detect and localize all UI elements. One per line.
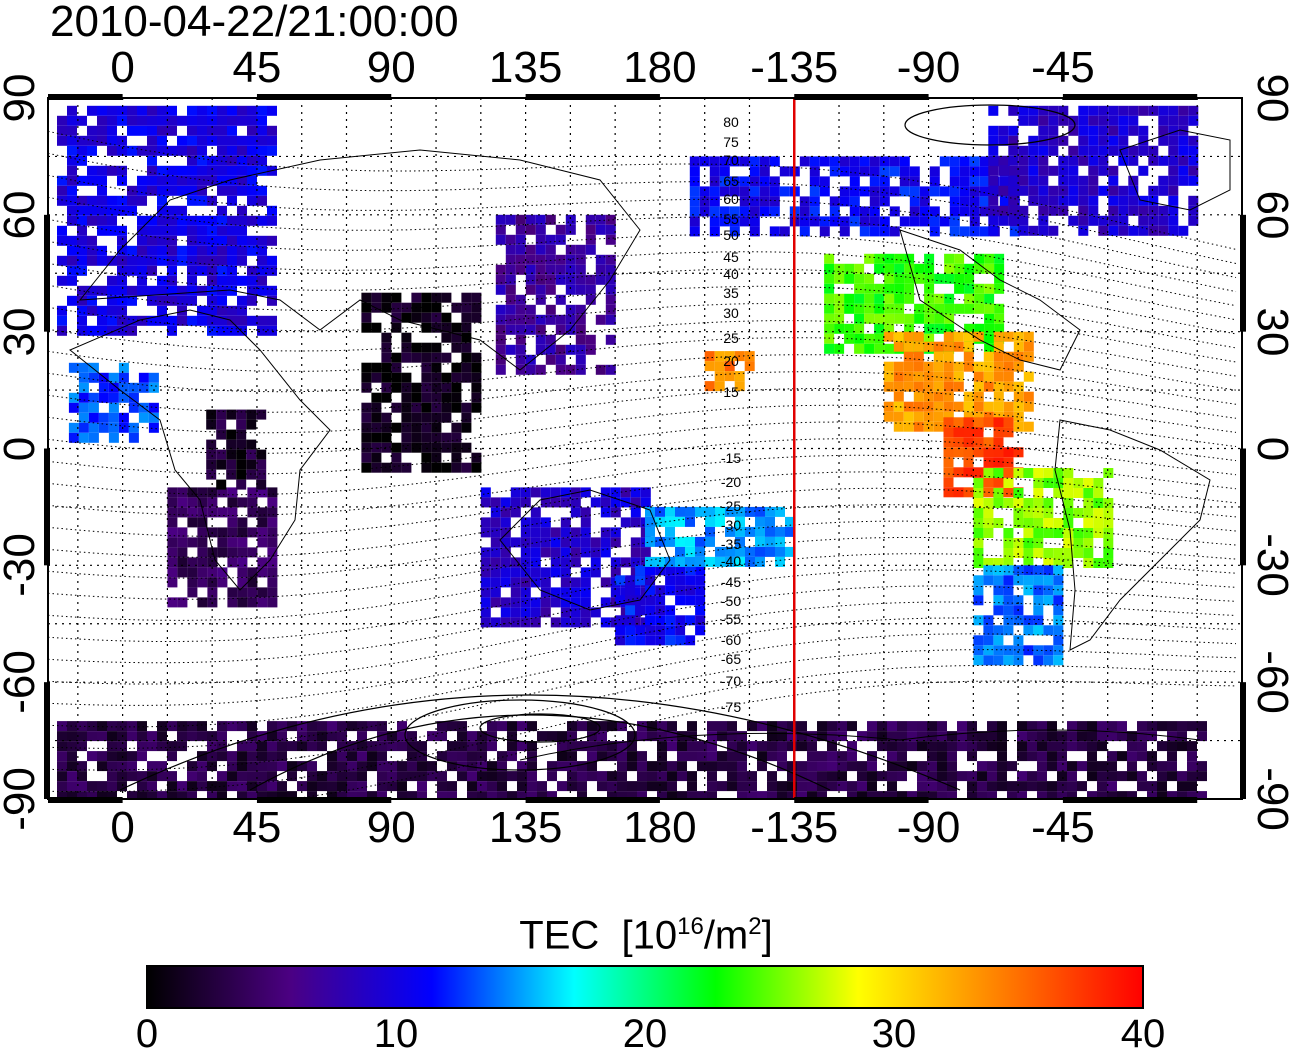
- contour-label: 80: [723, 114, 739, 130]
- tec-region-africa-south: [167, 487, 278, 608]
- colorbar-title: TEC [1016/m2]: [0, 905, 1292, 957]
- contour-label: 75: [723, 134, 739, 150]
- contour-label: -45: [721, 574, 741, 590]
- top-lon-label: 45: [232, 43, 282, 92]
- left-lat-label: -90: [0, 767, 44, 831]
- bottom-lon-label: 0: [110, 803, 135, 852]
- grid-lines: [48, 98, 1242, 799]
- coastlines: [69, 129, 1231, 761]
- colorbar-title-text: TEC: [519, 913, 600, 958]
- right-lat-label: -60: [1248, 650, 1292, 714]
- tec-region-africa-east: [206, 409, 267, 490]
- tec-region-brazil: [973, 468, 1114, 568]
- unit-prefix: [10: [621, 913, 678, 958]
- contour-label: -25: [721, 498, 741, 514]
- contour-label: -70: [721, 673, 741, 689]
- unit-exp2: 2: [748, 913, 762, 940]
- tec-region-new-zealand: [615, 565, 706, 646]
- right-lat-label: -30: [1248, 533, 1292, 598]
- contour-label: -20: [721, 474, 741, 490]
- top-lon-label: 180: [623, 43, 697, 92]
- tec-region-west-africa: [68, 362, 159, 443]
- tec-region-europe: [57, 105, 277, 336]
- contour-label: -50: [721, 593, 741, 609]
- colorbar-tick-label: 0: [135, 1012, 159, 1056]
- bottom-lon-label: 135: [488, 803, 563, 852]
- left-lat-label: 90: [0, 73, 44, 123]
- tec-region-alaska-canada: [689, 156, 1020, 237]
- bottom-lon-label: 180: [623, 803, 697, 852]
- magnetic-contours: [48, 130, 1237, 799]
- contour-label: -40: [721, 553, 741, 569]
- contour-label: 40: [723, 266, 739, 282]
- contour-label: -55: [721, 611, 741, 627]
- right-lat-label: 0: [1248, 436, 1292, 460]
- contour-labels: 8075706560555045403530252015-15-20-25-30…: [721, 114, 741, 715]
- unit-mid: /m: [703, 913, 749, 958]
- contour-label: -60: [721, 632, 741, 648]
- contour-label: 25: [723, 330, 739, 346]
- pole-contours: [119, 104, 1076, 791]
- contour-label: -15: [721, 450, 741, 466]
- bottom-lon-label: 45: [232, 803, 282, 852]
- tec-region-argentina: [973, 565, 1064, 666]
- left-lat-label: 30: [0, 307, 44, 357]
- colorbar: [146, 965, 1144, 1009]
- top-lon-label: 0: [110, 43, 135, 92]
- contour-label: 20: [723, 353, 739, 369]
- top-lon-label: 90: [366, 43, 416, 92]
- tec-region-india-asia: [361, 292, 482, 473]
- map-title: 2010-04-22/21:00:00: [50, 0, 459, 46]
- top-lon-label: -90: [896, 43, 961, 92]
- left-lat-label: 0: [0, 436, 44, 460]
- left-lat-label: -30: [0, 533, 44, 598]
- unit-suffix: ]: [761, 913, 773, 958]
- right-lat-label: 30: [1248, 307, 1292, 357]
- top-lon-label: 135: [488, 43, 563, 92]
- right-lat-label: -90: [1248, 767, 1292, 831]
- tec-region-australia: [480, 487, 651, 628]
- bottom-lon-label: 90: [366, 803, 416, 852]
- bottom-lon-label: -90: [896, 803, 961, 852]
- bottom-lon-label: -135: [750, 803, 839, 852]
- contour-label: -65: [721, 651, 741, 667]
- colorbar-tick-label: 30: [871, 1012, 917, 1056]
- tec-region-greenland: [988, 105, 1199, 236]
- contour-label: 50: [723, 227, 739, 243]
- plot-area: 8075706560555045403530252015-15-20-25-30…: [48, 98, 1242, 799]
- top-lon-label: -45: [1031, 43, 1095, 92]
- frame-ticks: [44, 94, 1246, 803]
- contour-label: 45: [723, 249, 739, 265]
- contour-label: -75: [721, 699, 741, 715]
- contour-label: 30: [723, 305, 739, 321]
- colorbar-tick-label: 20: [622, 1012, 668, 1056]
- colorbar-tick-label: 40: [1120, 1012, 1166, 1056]
- contour-label: -35: [721, 536, 741, 552]
- bottom-lon-label: -45: [1031, 803, 1095, 852]
- left-lat-label: 60: [0, 190, 44, 240]
- left-lat-label: -60: [0, 650, 44, 714]
- tec-region-south-pacific: [645, 506, 795, 567]
- right-lat-label: 60: [1248, 190, 1292, 240]
- contour-label: 15: [723, 384, 739, 400]
- contour-label: 65: [723, 173, 739, 189]
- right-lat-label: 90: [1248, 73, 1292, 123]
- tec-region-china-japan: [495, 214, 616, 375]
- contour-label: 35: [723, 285, 739, 301]
- contour-label: 55: [723, 211, 739, 227]
- tec-region-mexico-caribbean: [883, 331, 1034, 432]
- contour-label: 60: [723, 191, 739, 207]
- tec-region-antarctica: [57, 721, 1207, 799]
- contour-label: -30: [721, 517, 741, 533]
- unit-exp1: 16: [677, 913, 704, 940]
- contour-label: 70: [723, 152, 739, 168]
- top-lon-label: -135: [750, 43, 839, 92]
- colorbar-tick-label: 10: [373, 1012, 419, 1056]
